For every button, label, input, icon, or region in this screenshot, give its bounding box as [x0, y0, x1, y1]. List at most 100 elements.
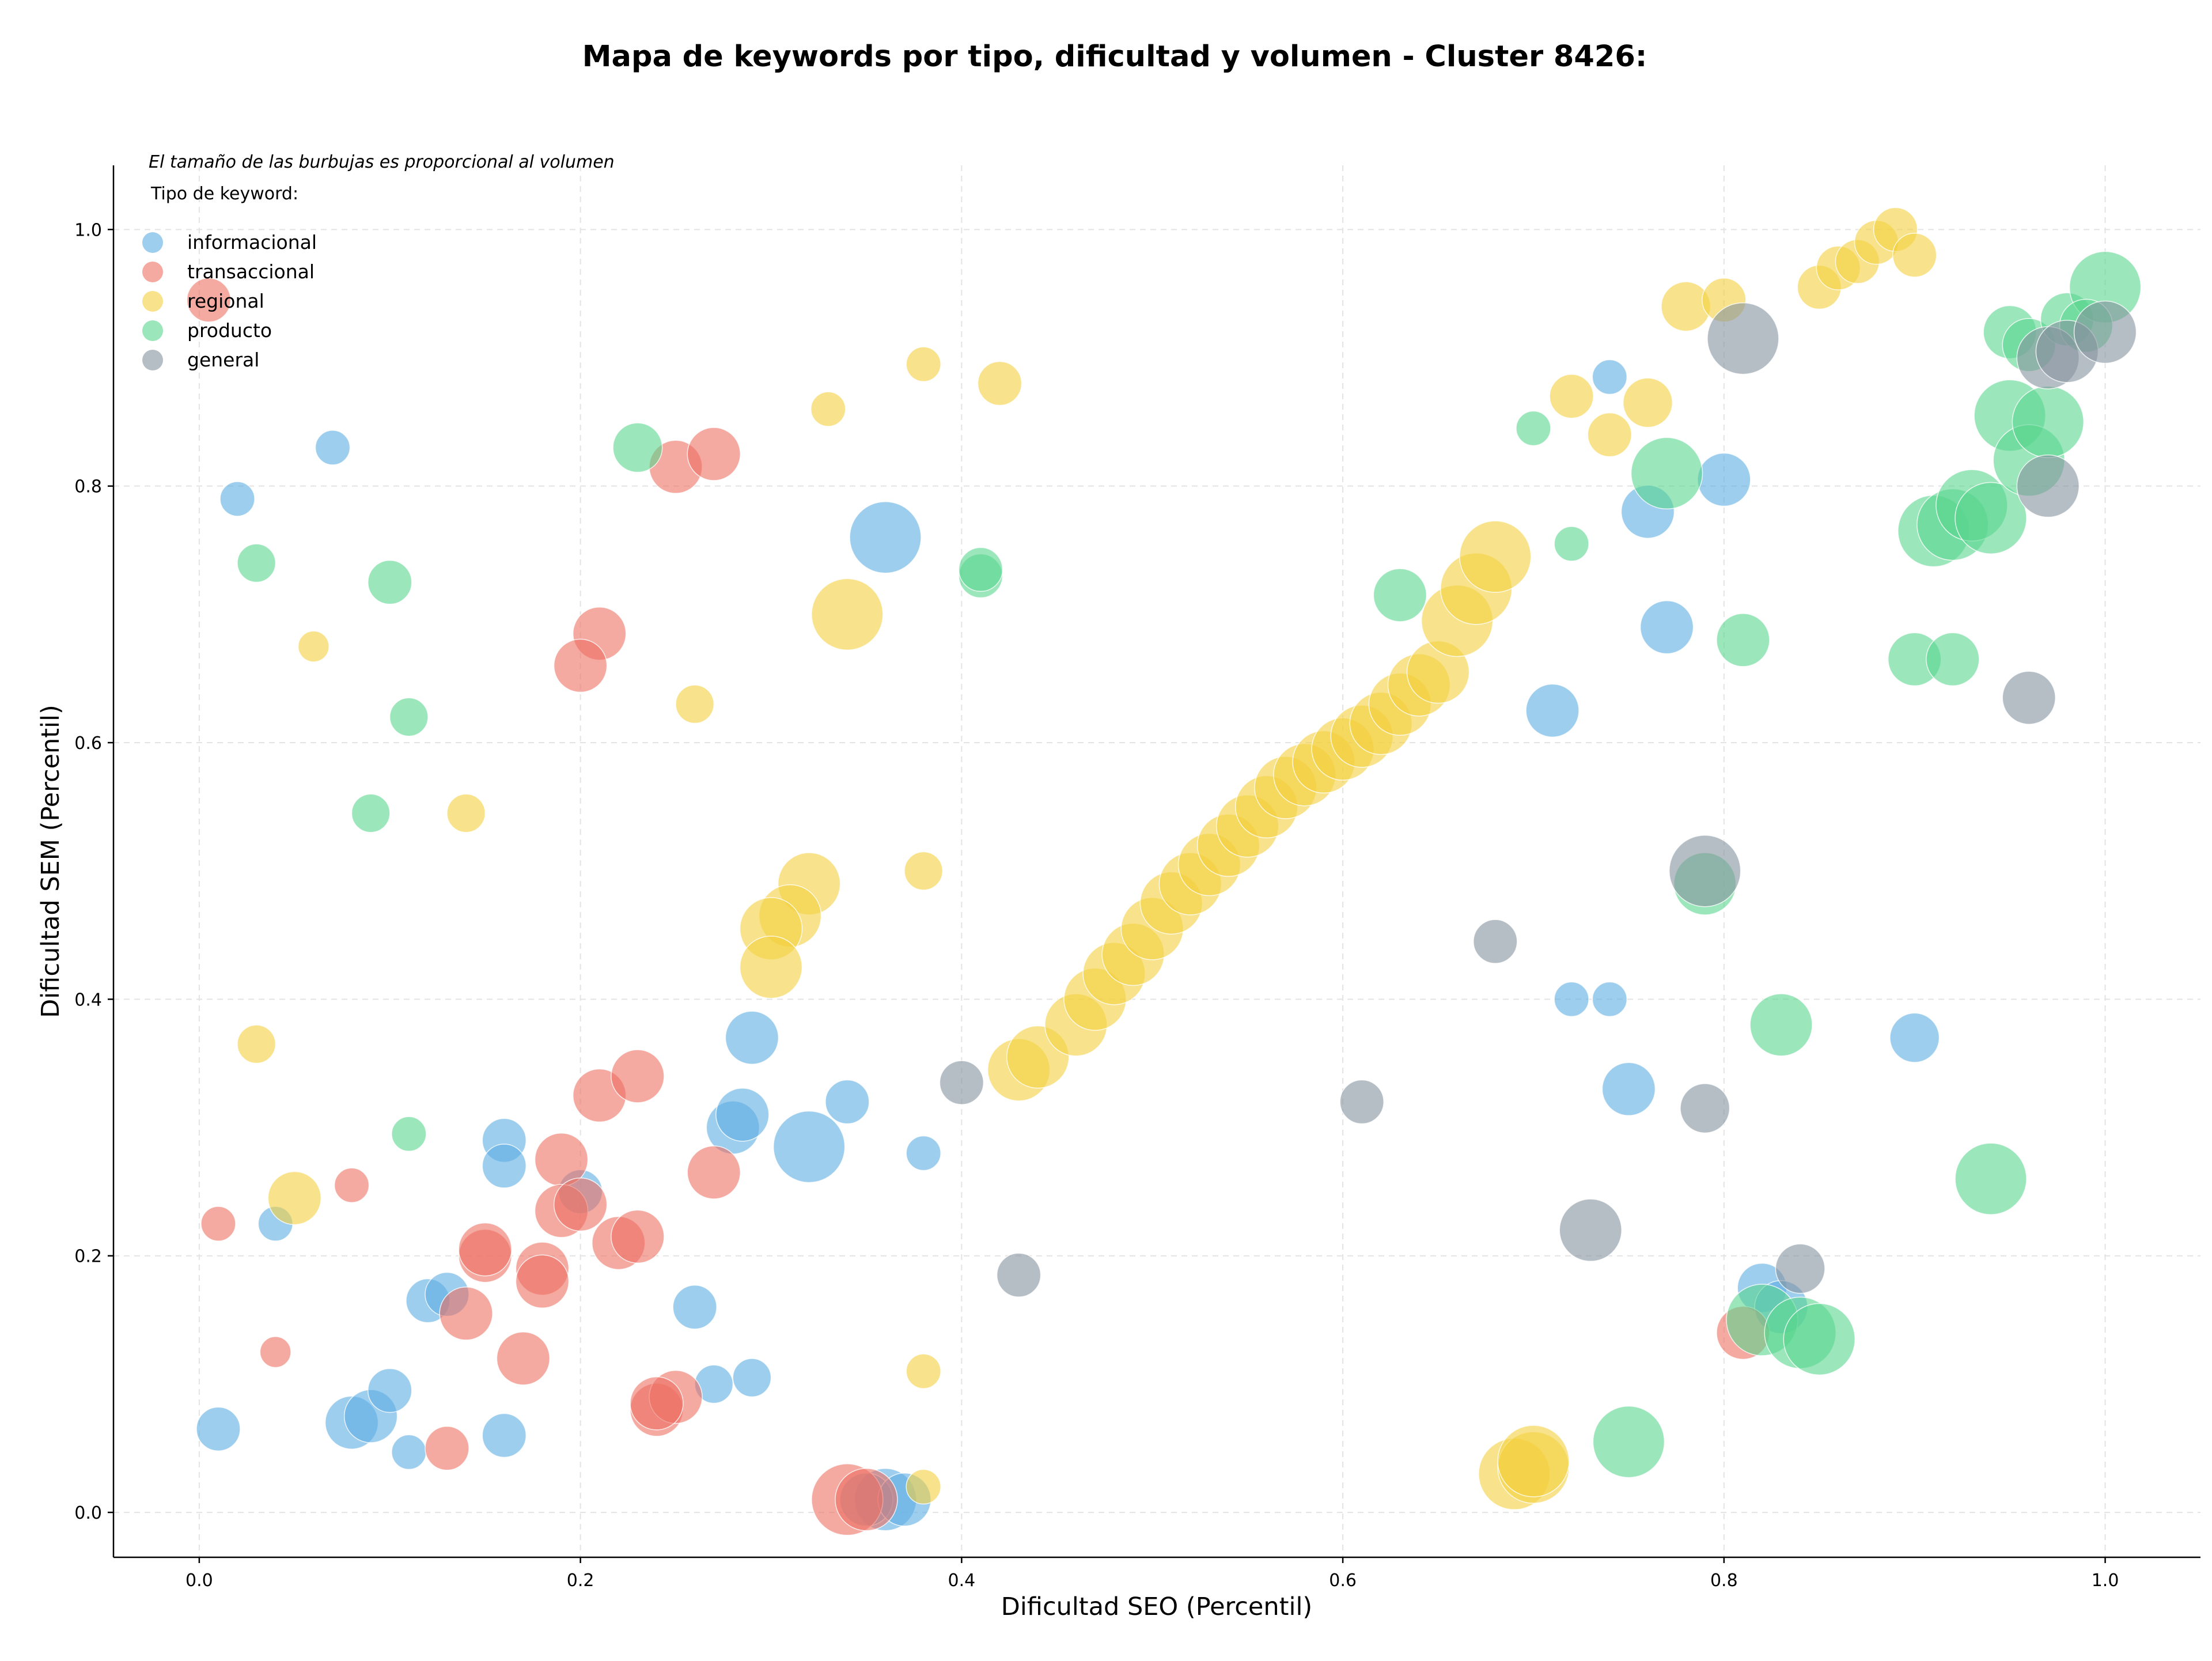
point-producto	[2012, 385, 2085, 459]
point-informacional	[772, 1110, 846, 1183]
point-transaccional	[200, 1206, 236, 1242]
point-general	[1473, 919, 1518, 964]
point-general	[1707, 302, 1779, 375]
point-informacional	[906, 1135, 941, 1171]
point-informacional	[825, 1079, 870, 1125]
x-tick-label: 0.6	[1329, 1571, 1357, 1591]
point-transaccional	[687, 427, 741, 481]
y-tick-label: 0.6	[74, 733, 102, 754]
point-informacional	[219, 481, 255, 517]
point-producto	[1749, 993, 1813, 1057]
y-tick-label: 1.0	[74, 220, 102, 240]
point-informacional	[715, 1088, 770, 1142]
point-regional	[906, 346, 941, 382]
x-tick-label: 0.4	[948, 1571, 976, 1591]
size-note: El tamaño de las burbujas es proporciona…	[149, 152, 615, 172]
legend-marker-regional	[142, 291, 163, 312]
point-regional	[1549, 374, 1594, 419]
legend-marker-informacional	[142, 232, 163, 253]
x-tick-label: 1.0	[2092, 1571, 2119, 1591]
point-producto	[1926, 632, 1980, 687]
point-informacional	[1592, 981, 1628, 1017]
point-transaccional	[515, 1254, 570, 1309]
data-points	[186, 207, 2142, 1536]
point-producto	[389, 697, 429, 737]
y-tick-label: 0.8	[74, 477, 102, 497]
point-general	[2002, 671, 2056, 725]
point-general	[996, 1253, 1041, 1297]
point-producto	[1955, 482, 2027, 555]
point-general	[1559, 1198, 1622, 1262]
point-producto	[612, 422, 663, 473]
point-regional	[267, 1171, 322, 1225]
point-informacional	[1601, 1062, 1656, 1116]
point-transaccional	[334, 1167, 370, 1203]
point-regional	[904, 851, 944, 891]
point-regional	[1892, 233, 1937, 278]
x-tick-label: 0.0	[185, 1571, 213, 1591]
legend-label-producto: producto	[187, 319, 272, 342]
point-informacional	[1554, 981, 1589, 1017]
point-regional	[1622, 377, 1673, 428]
point-producto	[1630, 437, 1703, 510]
point-regional	[1587, 412, 1633, 457]
point-regional	[1497, 1425, 1570, 1497]
grid	[113, 165, 2200, 1557]
point-producto	[351, 793, 391, 833]
legend-marker-transaccional	[142, 262, 163, 282]
point-regional	[446, 793, 486, 833]
point-transaccional	[425, 1425, 469, 1471]
chart-title: Mapa de keywords por tipo, dificultad y …	[582, 40, 1647, 74]
legend-label-regional: regional	[187, 290, 264, 312]
legend-marker-producto	[142, 320, 163, 341]
point-general	[1339, 1079, 1384, 1125]
point-general	[939, 1060, 984, 1105]
point-regional	[297, 630, 329, 663]
point-regional	[906, 1469, 941, 1505]
axis-ticks: 0.0 0.2 0.4 0.6 0.8 1.0 0.0 0.2 0.4 0.6 0.8 1.0	[74, 220, 2119, 1591]
point-transaccional	[553, 1177, 608, 1232]
point-informacional	[725, 1011, 779, 1065]
point-regional	[977, 361, 1022, 406]
legend-label-informacional: informacional	[187, 231, 317, 253]
point-informacional	[1697, 452, 1751, 507]
point-informacional	[315, 430, 351, 466]
y-tick-label: 0.2	[74, 1247, 102, 1267]
point-informacional	[849, 501, 922, 574]
point-transaccional	[553, 638, 608, 693]
legend-label-transaccional: transaccional	[187, 260, 315, 283]
point-transaccional	[611, 1049, 665, 1103]
point-regional	[237, 1024, 276, 1064]
point-transaccional	[687, 1145, 741, 1200]
point-producto	[1592, 1405, 1665, 1478]
point-producto	[1516, 410, 1551, 447]
x-axis-label: Dificultad SEO (Percentil)	[1001, 1592, 1312, 1621]
point-informacional	[1889, 1012, 1940, 1063]
point-regional	[1459, 520, 1532, 593]
point-producto	[1955, 1142, 2027, 1215]
point-transaccional	[630, 1376, 684, 1431]
point-informacional	[1639, 600, 1694, 654]
point-informacional	[196, 1406, 241, 1452]
point-transaccional	[835, 1468, 898, 1531]
point-producto	[1783, 1303, 1856, 1376]
point-regional	[810, 391, 846, 427]
point-informacional	[1525, 683, 1580, 738]
point-informacional	[482, 1413, 527, 1458]
y-tick-label: 0.4	[74, 990, 102, 1010]
legend-title: Tipo de keyword:	[150, 184, 298, 204]
point-regional	[811, 578, 884, 651]
point-producto	[1716, 613, 1770, 667]
point-general	[1680, 1083, 1730, 1134]
point-regional	[739, 935, 803, 999]
point-informacional	[1592, 359, 1628, 395]
point-producto	[391, 1116, 427, 1152]
point-informacional	[732, 1358, 772, 1398]
point-producto	[237, 543, 276, 583]
x-tick-label: 0.8	[1710, 1571, 1738, 1591]
y-tick-label: 0.0	[74, 1503, 102, 1523]
legend-marker-general	[142, 350, 163, 370]
point-informacional	[482, 1144, 527, 1189]
y-axis-label: Dificultad SEM (Percentil)	[36, 705, 65, 1018]
